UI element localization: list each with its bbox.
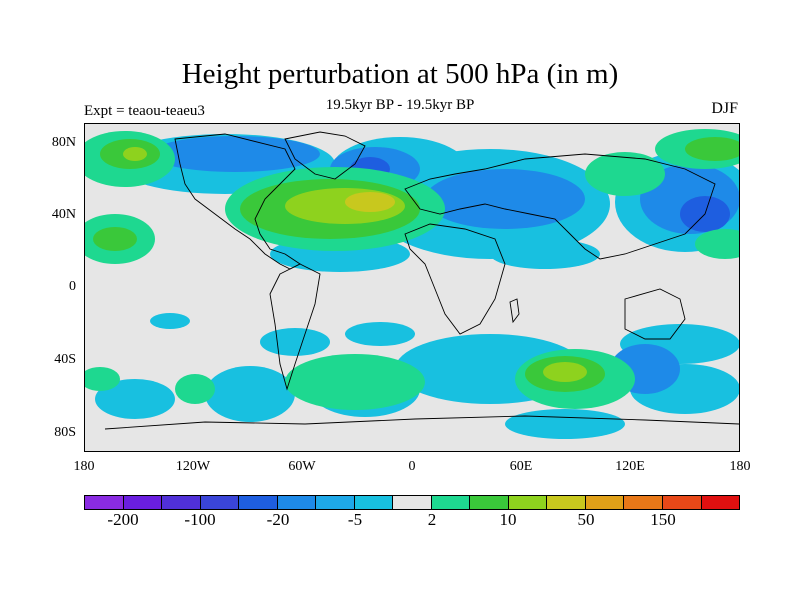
coastlines bbox=[104, 131, 739, 430]
colorbar-swatch bbox=[277, 496, 317, 509]
height-perturbation-field bbox=[85, 124, 739, 451]
positive-anomaly-peak-areas bbox=[345, 192, 395, 212]
colorbar-swatch bbox=[470, 496, 509, 509]
colorbar-label: 50 bbox=[577, 510, 595, 529]
colorbar-label: -100 bbox=[184, 510, 216, 529]
lat-label-0: 0 bbox=[69, 279, 76, 294]
lon-label-180w: 180 bbox=[73, 459, 95, 474]
colorbar-swatch bbox=[239, 496, 278, 509]
colorbar-swatch bbox=[393, 496, 432, 509]
colorbar-swatch bbox=[624, 496, 663, 509]
colorbar-label: -200 bbox=[107, 510, 139, 529]
colorbar bbox=[84, 495, 740, 510]
lat-label-40s: 40S bbox=[54, 352, 76, 367]
colorbar-label: 10 bbox=[499, 510, 517, 529]
colorbar-swatch bbox=[585, 496, 625, 509]
lat-label-40n: 40N bbox=[51, 207, 76, 222]
colorbar-label: -5 bbox=[347, 510, 363, 529]
colorbar-swatch bbox=[508, 496, 548, 509]
experiment-label: Expt = teaou-teaeu3 bbox=[84, 103, 205, 119]
colorbar-swatch bbox=[354, 496, 394, 509]
colorbar-swatch bbox=[431, 496, 471, 509]
colorbar-label: -20 bbox=[266, 510, 290, 529]
season-label: DJF bbox=[711, 100, 738, 117]
map-plot-area bbox=[84, 123, 740, 452]
lon-label-180e: 180 bbox=[729, 459, 751, 474]
colorbar-swatch bbox=[162, 496, 201, 509]
colorbar-label: 2 bbox=[427, 510, 437, 529]
colorbar-swatch bbox=[85, 496, 124, 509]
colorbar-swatch bbox=[123, 496, 163, 509]
lon-label-120w: 120W bbox=[175, 459, 211, 474]
colorbar-swatch bbox=[701, 496, 740, 509]
lon-label-120e: 120E bbox=[615, 459, 645, 474]
lat-label-80n: 80N bbox=[51, 135, 76, 150]
colorbar-label: 150 bbox=[650, 510, 676, 529]
lon-label-0: 0 bbox=[408, 459, 416, 474]
time-period-label: 19.5kyr BP - 19.5kyr BP bbox=[325, 97, 475, 113]
lat-label-80s: 80S bbox=[54, 425, 76, 440]
colorbar-swatch bbox=[662, 496, 702, 509]
colorbar-swatch bbox=[316, 496, 355, 509]
colorbar-swatch bbox=[200, 496, 240, 509]
colorbar-swatch bbox=[547, 496, 586, 509]
lon-label-60w: 60W bbox=[288, 459, 316, 474]
lon-label-60e: 60E bbox=[509, 459, 533, 474]
chart-title: Height perturbation at 500 hPa (in m) bbox=[181, 58, 619, 90]
